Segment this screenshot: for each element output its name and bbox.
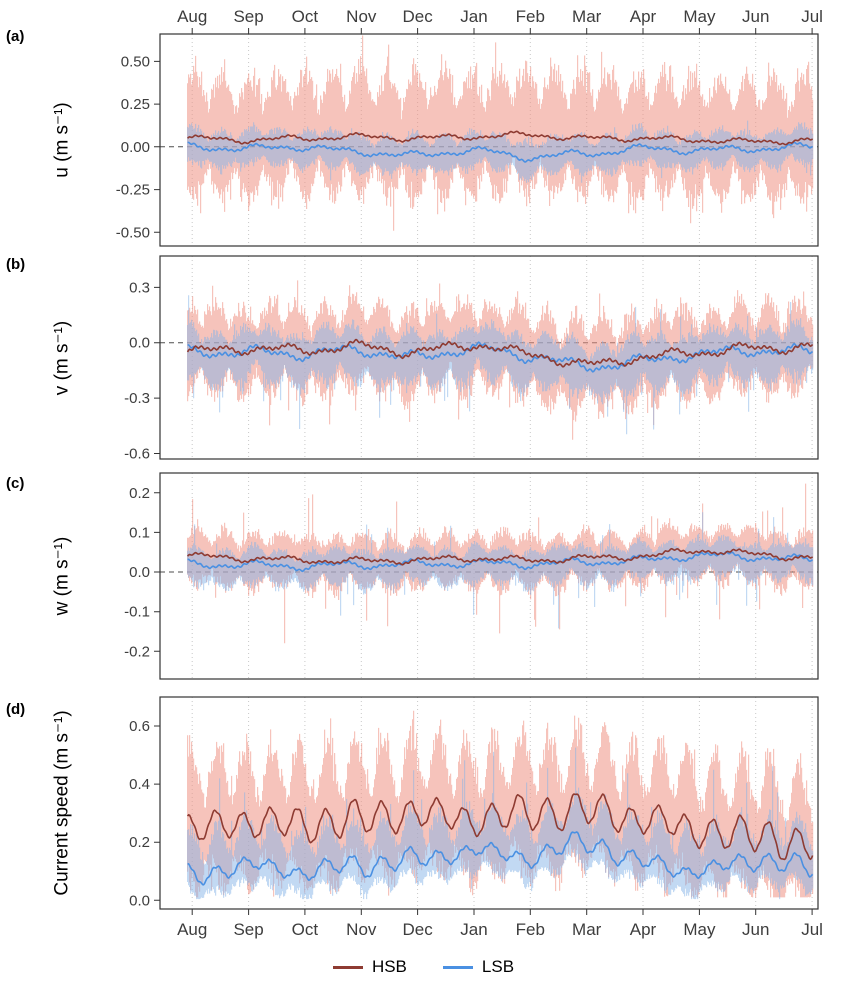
plot-current-speed: 0.0 0.2 0.4 0.6 Aug Sep Oct Nov Dec Jan Feb Mar Apr M…: [129, 696, 823, 939]
envelope-lsb: [187, 747, 814, 900]
legend-label-hsb: HSB: [371, 957, 407, 976]
y-tick-label: 0.0: [129, 564, 150, 581]
month-label: Jun: [742, 7, 769, 26]
y-tick-label: 0.00: [121, 139, 150, 156]
y-ticks: [154, 725, 160, 901]
month-label: Nov: [346, 920, 377, 939]
month-label: Feb: [516, 7, 545, 26]
plot-v: 0.3 0.0 -0.3 -0.6: [124, 255, 819, 463]
mean-line-hsb: [187, 130, 814, 146]
month-label: Jul: [801, 920, 823, 939]
plot-u: 0.50 0.25 0.00 -0.25 -0.50 Aug Sep Oct Nov Dec Jan…: [116, 7, 823, 247]
month-label: Sep: [233, 920, 263, 939]
y-tick-label: -0.50: [116, 224, 150, 241]
month-label: Mar: [572, 920, 602, 939]
y-tick-label: -0.25: [116, 182, 150, 199]
panel-label-c: (c): [6, 475, 25, 492]
y-ticks: [154, 286, 160, 454]
month-label: May: [683, 7, 716, 26]
panel-border: [159, 696, 819, 910]
month-label: Jun: [742, 920, 769, 939]
y-tick-label: 0.25: [121, 96, 150, 113]
y-tick-label: -0.2: [124, 643, 150, 660]
legend: HSB LSB: [0, 942, 847, 992]
month-label: Dec: [402, 920, 433, 939]
month-label: Apr: [630, 920, 657, 939]
month-label: Feb: [516, 920, 545, 939]
panel-label-b: (b): [6, 256, 26, 273]
mean-line-hsb: [186, 547, 814, 566]
mean-line-lsb: [187, 551, 813, 573]
panel-label-d: (d): [6, 701, 26, 718]
y-tick-label: 0.4: [129, 776, 150, 793]
y-tick-label: -0.6: [124, 446, 150, 463]
month-label: Dec: [402, 7, 433, 26]
panel-u: (a) u (m s⁻¹) 0.50 0.25 0.00 -0.25 -0.50 Aug S…: [0, 0, 847, 250]
plot-w: 0.2 0.1 0.0 -0.1 -0.2: [124, 472, 819, 680]
y-tick-label: 0.0: [129, 335, 150, 352]
panel-border: [159, 472, 819, 680]
legend-line-lsb-icon: [442, 965, 473, 969]
panel-current-speed: (d) Current speed (m s⁻¹) 0.0 0.2 0.4 0.6 Au…: [0, 687, 847, 942]
month-label: Jan: [460, 920, 487, 939]
y-tick-label: 0.3: [129, 279, 150, 296]
month-label: Oct: [292, 7, 319, 26]
panel-label-a: (a): [6, 28, 25, 45]
legend-item-lsb: LSB: [442, 957, 515, 977]
y-tick-label: 0.1: [129, 524, 150, 541]
y-ticks: [154, 492, 160, 652]
legend-item-hsb: HSB: [332, 957, 407, 977]
panel-v: (b) v (m s⁻¹) 0.3 0.0 -0.3 -0.6: [0, 250, 847, 465]
y-tick-label: 0.6: [129, 718, 150, 735]
month-label: Oct: [292, 920, 319, 939]
month-label: Nov: [346, 7, 377, 26]
y-tick-label: 0.2: [129, 834, 150, 851]
month-label: Mar: [572, 7, 602, 26]
month-label: Sep: [233, 7, 263, 26]
legend-line-hsb-icon: [332, 965, 363, 969]
month-label: Apr: [630, 7, 657, 26]
y-tick-label: 0.0: [129, 892, 150, 909]
mean-line-hsb: [186, 793, 814, 861]
panel-w: (c) w (m s⁻¹) 0.2 0.1 0.0 -0.1 -0.2: [0, 465, 847, 687]
mean-line-lsb: [187, 141, 813, 163]
y-tick-label: 0.50: [121, 53, 150, 70]
month-label: Jul: [801, 7, 823, 26]
panel-border: [159, 33, 819, 247]
y-tick-label: -0.1: [124, 604, 150, 621]
month-label: Aug: [177, 920, 207, 939]
month-label: Jan: [460, 7, 487, 26]
month-label: May: [683, 920, 716, 939]
y-tick-label: 0.2: [129, 485, 150, 502]
legend-label-lsb: LSB: [481, 957, 515, 976]
envelope-lsb: [187, 512, 814, 629]
month-label: Aug: [177, 7, 207, 26]
month-ticks: [191, 28, 813, 34]
mean-line-hsb: [186, 338, 814, 368]
y-tick-label: -0.3: [124, 390, 150, 407]
mean-line-lsb: [187, 831, 814, 886]
panel-border: [159, 255, 819, 460]
y-ticks: [154, 60, 160, 233]
month-ticks: [191, 909, 813, 915]
